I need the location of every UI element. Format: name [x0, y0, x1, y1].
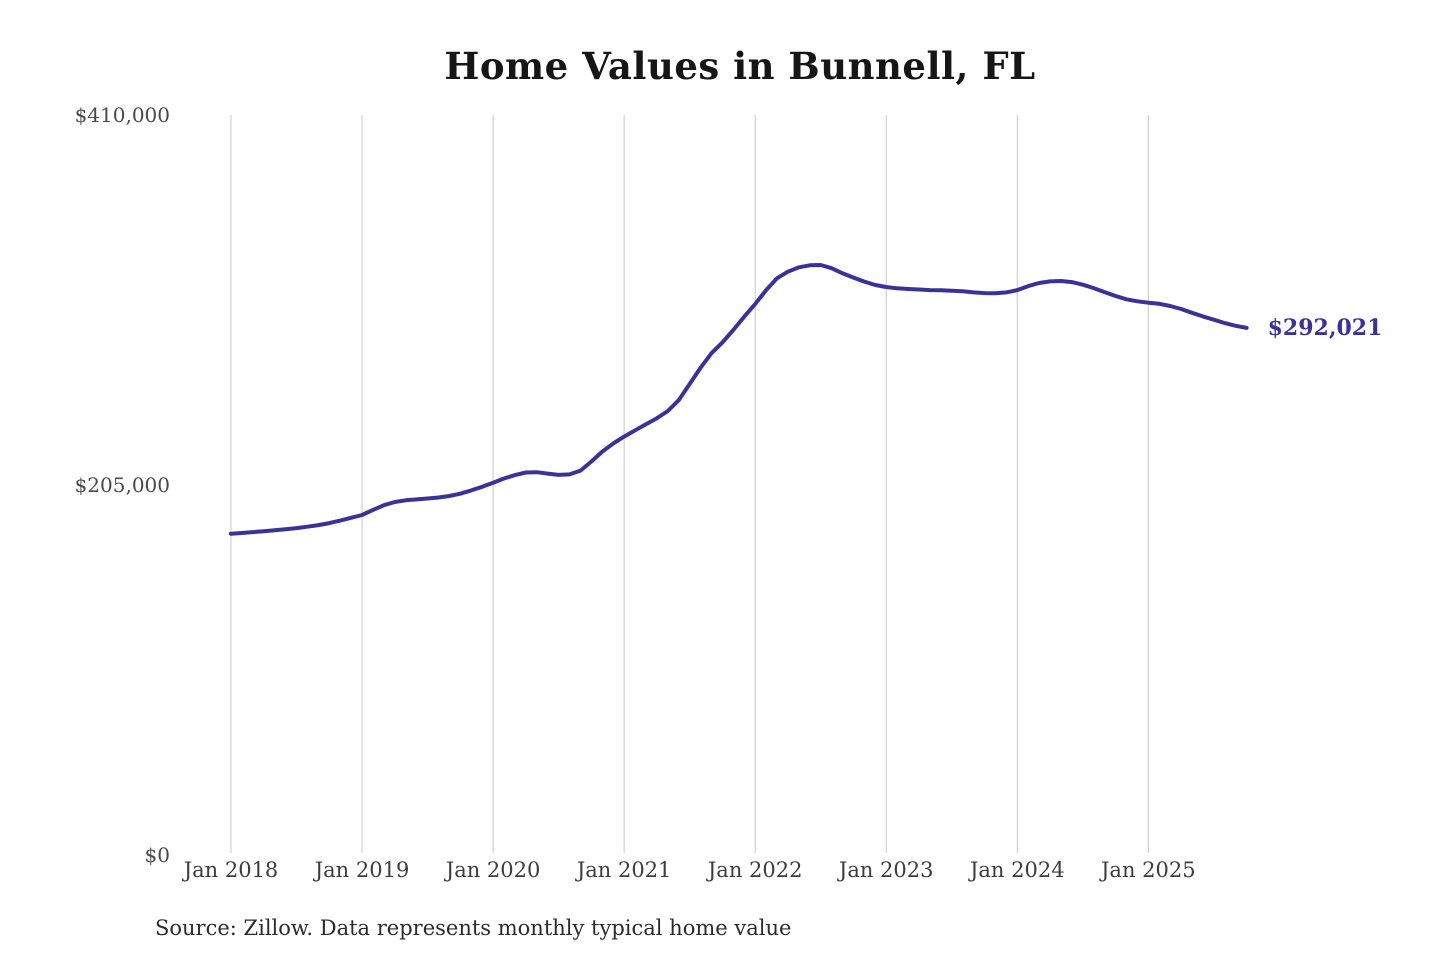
- y-tick-label: $205,000: [74, 473, 170, 497]
- x-tick-label: Jan 2020: [445, 858, 541, 882]
- x-tick-label: Jan 2023: [838, 858, 934, 882]
- source-note: Source: Zillow. Data represents monthly …: [155, 916, 792, 940]
- y-tick-label: $0: [144, 843, 170, 867]
- home-value-line: [229, 263, 1249, 536]
- chart-title: Home Values in Bunnell, FL: [444, 44, 1036, 88]
- x-tick-label: Jan 2025: [1101, 858, 1196, 882]
- x-tick-label: Jan 2024: [969, 858, 1065, 882]
- x-tick-label: Jan 2021: [576, 858, 672, 882]
- current-value-label: $292,021: [1267, 314, 1383, 341]
- y-tick-label: $410,000: [74, 103, 170, 127]
- x-tick-label: Jan 2019: [314, 858, 410, 882]
- x-tick-label: Jan 2018: [183, 858, 279, 882]
- x-tick-label: Jan 2022: [707, 858, 803, 882]
